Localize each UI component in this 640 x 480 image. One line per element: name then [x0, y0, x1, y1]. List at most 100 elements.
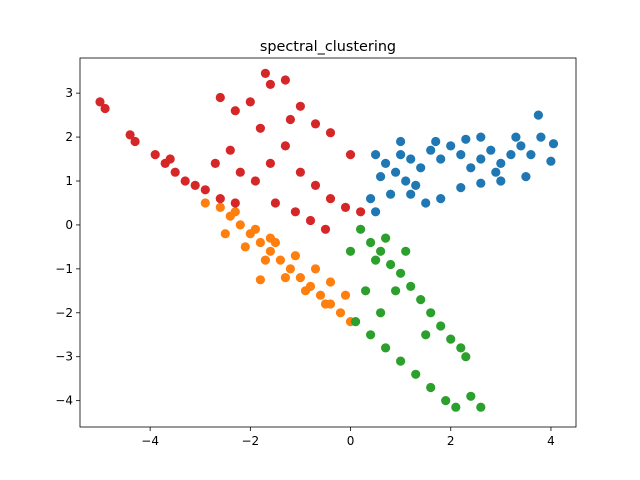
- scatter-point-s1-15: [230, 207, 240, 217]
- scatter-point-s1-28: [240, 242, 250, 252]
- scatter-point-s1-29: [265, 233, 275, 243]
- scatter-point-s0-16: [506, 150, 516, 160]
- y-tick-label-4: 0: [65, 218, 73, 232]
- scatter-point-s1-26: [320, 299, 331, 309]
- scatter-point-s2-9: [446, 334, 456, 344]
- y-tick-label-7: 3: [65, 86, 73, 100]
- scatter-point-s3-34: [230, 106, 240, 116]
- scatter-point-s2-5: [406, 281, 416, 291]
- scatter-point-s0-34: [431, 136, 441, 147]
- y-tick-label-1: −3: [55, 350, 73, 364]
- scatter-point-s2-14: [396, 356, 406, 366]
- scatter-point-s1-13: [335, 308, 346, 318]
- scatter-point-s3-19: [225, 145, 235, 155]
- y-tick-label-6: 2: [65, 130, 73, 144]
- x-tick-label-4: 4: [547, 434, 555, 448]
- x-tick-label-1: −2: [241, 434, 259, 448]
- scatter-point-s1-8: [285, 264, 295, 274]
- scatter-point-s3-36: [255, 123, 265, 133]
- scatter-point-s2-0: [356, 224, 366, 234]
- scatter-point-s3-6: [170, 167, 180, 177]
- y-tick-label-0: −4: [55, 394, 73, 408]
- scatter-point-s0-27: [436, 194, 446, 204]
- scatter-point-s2-7: [426, 308, 436, 318]
- scatter-point-s1-24: [280, 273, 290, 283]
- scatter-point-s2-23: [391, 286, 401, 296]
- scatter-point-s3-11: [230, 198, 240, 208]
- scatter-point-s0-33: [396, 136, 406, 147]
- scatter-point-s2-22: [361, 286, 371, 296]
- scatter-point-s2-15: [411, 369, 421, 379]
- scatter-point-s2-17: [441, 396, 451, 406]
- scatter-point-s0-26: [456, 183, 466, 193]
- scatter-point-s2-26: [381, 233, 391, 243]
- scatter-point-s0-22: [533, 110, 544, 120]
- scatter-point-s0-25: [476, 178, 486, 188]
- scatter-point-s0-35: [461, 134, 471, 144]
- scatter-point-s0-9: [436, 154, 446, 164]
- scatter-point-s3-27: [340, 202, 351, 212]
- scatter-point-s0-4: [406, 154, 416, 164]
- scatter-point-s3-0: [95, 97, 105, 107]
- scatter-point-s3-1: [100, 103, 110, 114]
- scatter-point-s3-25: [310, 180, 321, 190]
- scatter-point-s1-6: [265, 246, 275, 256]
- scatter-point-s2-25: [456, 343, 466, 353]
- scatter-point-s1-19: [310, 264, 321, 274]
- scatter-point-s3-14: [265, 79, 275, 89]
- scatter-point-s3-24: [295, 167, 305, 177]
- scatter-point-s1-11: [315, 290, 326, 300]
- scatter-point-s0-21: [546, 156, 556, 166]
- scatter-point-s0-6: [386, 189, 396, 199]
- scatter-point-s1-7: [275, 255, 285, 265]
- scatter-point-s0-29: [406, 189, 416, 199]
- scatter-point-s0-1: [381, 158, 391, 168]
- scatter-point-s1-5: [255, 237, 265, 248]
- scatter-point-s3-35: [210, 158, 220, 168]
- scatter-point-s0-19: [536, 132, 546, 142]
- scatter-point-s0-38: [491, 167, 501, 177]
- y-tick-label-2: −2: [55, 306, 73, 320]
- scatter-point-s0-11: [456, 150, 466, 160]
- scatter-point-s2-11: [351, 317, 361, 327]
- scatter-point-s2-29: [376, 308, 386, 318]
- scatter-point-s0-15: [496, 158, 506, 168]
- chart-marks: [95, 68, 559, 412]
- y-axis: −4 −3 −2 −1 0 1 2 3: [55, 86, 80, 408]
- scatter-point-s2-21: [371, 255, 381, 265]
- scatter-point-s2-4: [396, 268, 406, 278]
- scatter-point-s3-15: [280, 75, 290, 85]
- scatter-point-s0-8: [426, 145, 436, 155]
- scatter-point-s3-39: [165, 154, 175, 164]
- scatter-point-s1-20: [325, 277, 336, 287]
- scatter-point-s0-30: [376, 172, 386, 182]
- scatter-point-s3-21: [250, 176, 260, 186]
- x-tick-label-0: −4: [141, 434, 159, 448]
- scatter-point-s3-23: [280, 141, 290, 151]
- scatter-point-s2-12: [366, 330, 376, 340]
- scatter-point-s3-22: [265, 158, 275, 168]
- scatter-point-s2-3: [386, 259, 396, 270]
- scatter-point-s0-28: [421, 198, 431, 208]
- scatter-point-s2-10: [461, 352, 471, 362]
- scatter-point-s0-23: [521, 172, 531, 182]
- scatter-point-s0-39: [411, 180, 421, 190]
- scatter-point-s3-32: [320, 224, 331, 234]
- scatter-point-s3-26: [325, 194, 336, 204]
- scatter-point-s2-6: [416, 295, 426, 305]
- scatter-point-s0-24: [496, 176, 506, 186]
- scatter-point-s3-12: [245, 97, 255, 107]
- scatter-point-s0-32: [371, 207, 381, 217]
- scatter-point-s3-28: [356, 207, 366, 217]
- scatter-point-s3-29: [270, 198, 280, 208]
- scatter-point-s3-4: [150, 150, 160, 160]
- scatter-point-s2-24: [421, 330, 431, 340]
- scatter-point-s0-36: [476, 132, 486, 142]
- scatter-point-s0-13: [476, 154, 486, 164]
- scatter-point-s0-37: [511, 132, 521, 142]
- scatter-point-s3-31: [305, 215, 316, 226]
- scatter-point-s0-20: [548, 139, 559, 149]
- scatter-point-s2-18: [451, 402, 461, 412]
- scatter-point-s3-30: [290, 207, 300, 217]
